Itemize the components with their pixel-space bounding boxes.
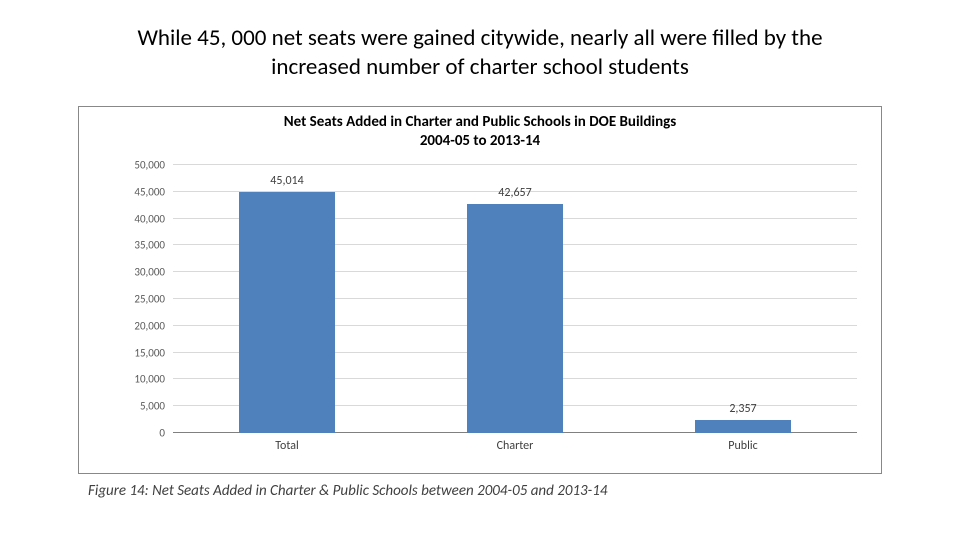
y-tick-label: 30,000: [117, 266, 165, 279]
bar-value-label: 45,014: [270, 174, 303, 188]
chart-title-line2: 2004-05 to 2013-14: [79, 132, 881, 151]
y-tick-label: 0: [117, 427, 165, 440]
x-tick-label: Total: [275, 439, 298, 453]
y-tick-label: 10,000: [117, 373, 165, 386]
y-tick-label: 40,000: [117, 212, 165, 225]
bar-value-label: 2,357: [729, 402, 756, 416]
plot-area: 05,00010,00015,00020,00025,00030,00035,0…: [117, 165, 857, 433]
y-tick-label: 5,000: [117, 400, 165, 413]
grid-line: [173, 164, 857, 165]
y-tick-label: 25,000: [117, 293, 165, 306]
plot: 45,014 42,657 2,357: [173, 165, 857, 433]
bar-total: 45,014: [239, 192, 335, 433]
y-tick-label: 45,000: [117, 185, 165, 198]
chart-title: Net Seats Added in Charter and Public Sc…: [79, 107, 881, 151]
y-tick-label: 35,000: [117, 239, 165, 252]
slide-title: While 45, 000 net seats were gained city…: [120, 24, 840, 82]
bar-public: 2,357: [695, 420, 791, 433]
figure-caption: Figure 14: Net Seats Added in Charter & …: [88, 482, 607, 500]
y-tick-label: 15,000: [117, 346, 165, 359]
y-tick-label: 50,000: [117, 159, 165, 172]
x-axis-labels: Total Charter Public: [173, 439, 857, 459]
chart-title-line1: Net Seats Added in Charter and Public Sc…: [79, 113, 881, 132]
bar-value-label: 42,657: [498, 186, 531, 200]
y-axis: 05,00010,00015,00020,00025,00030,00035,0…: [117, 165, 169, 433]
chart-container: Net Seats Added in Charter and Public Sc…: [78, 106, 882, 474]
bar-charter: 42,657: [467, 204, 563, 433]
x-tick-label: Public: [728, 439, 757, 453]
y-tick-label: 20,000: [117, 319, 165, 332]
x-tick-label: Charter: [497, 439, 534, 453]
